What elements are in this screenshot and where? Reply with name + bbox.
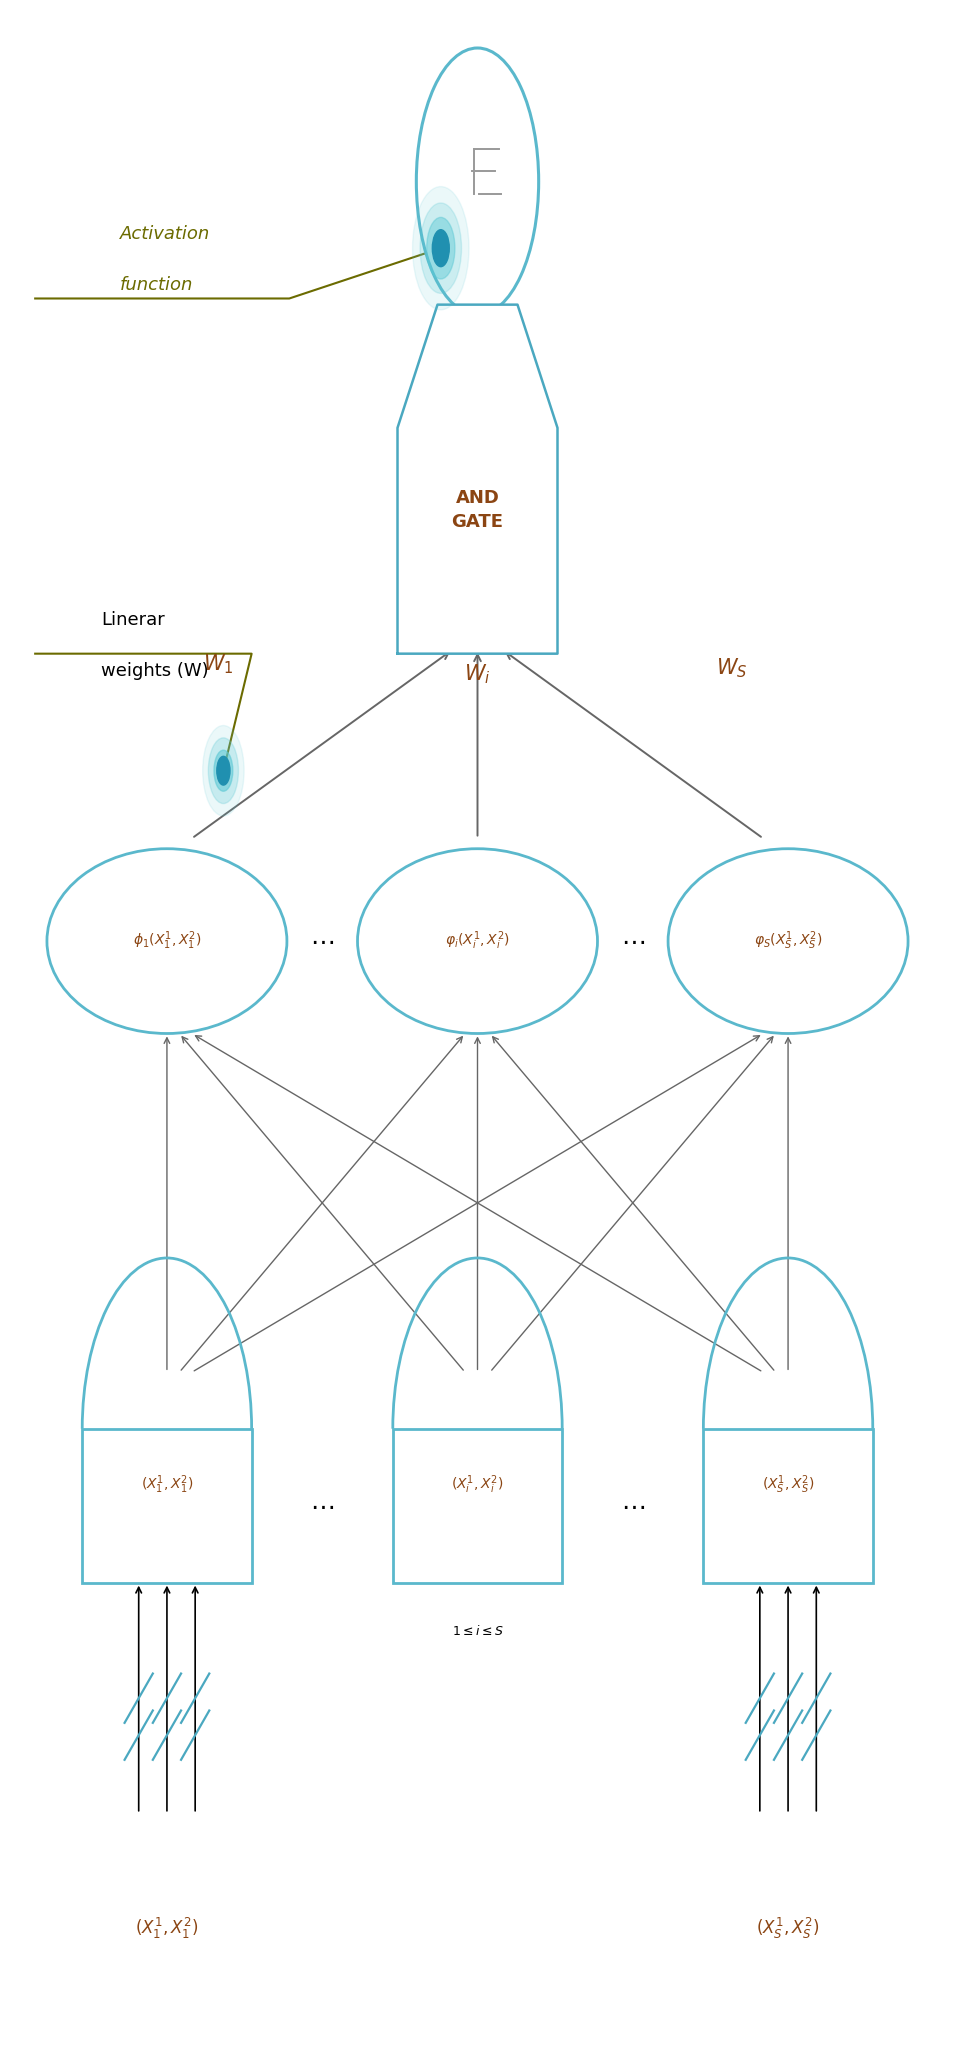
Text: $(X_S^1,X_S^2)$: $(X_S^1,X_S^2)$ bbox=[762, 1474, 815, 1497]
Text: $\cdots$: $\cdots$ bbox=[310, 1494, 334, 1517]
Bar bbox=[704, 1428, 873, 1583]
Text: $W_i$: $W_i$ bbox=[464, 661, 491, 686]
Bar bbox=[393, 1428, 562, 1583]
Text: weights (W): weights (W) bbox=[101, 661, 209, 680]
Text: Activation: Activation bbox=[120, 225, 210, 244]
Text: $(X_1^1,X_1^2)$: $(X_1^1,X_1^2)$ bbox=[140, 1474, 193, 1497]
Text: $(X_i^1,X_i^2)$: $(X_i^1,X_i^2)$ bbox=[451, 1474, 504, 1497]
Text: $W_S$: $W_S$ bbox=[716, 655, 748, 680]
Circle shape bbox=[217, 757, 230, 785]
Ellipse shape bbox=[416, 48, 539, 314]
Ellipse shape bbox=[47, 850, 286, 1034]
Text: $1 \leq i \leq S$: $1 \leq i \leq S$ bbox=[452, 1625, 503, 1637]
Text: Linerar: Linerar bbox=[101, 612, 165, 628]
Circle shape bbox=[202, 726, 244, 816]
Circle shape bbox=[420, 203, 461, 294]
Text: AND
GATE: AND GATE bbox=[452, 490, 503, 531]
Bar bbox=[82, 1428, 251, 1583]
Ellipse shape bbox=[668, 850, 908, 1034]
Text: $\phi_1(X_1^1,X_1^2)$: $\phi_1(X_1^1,X_1^2)$ bbox=[133, 930, 202, 953]
Text: $(X_1^1,X_1^2)$: $(X_1^1,X_1^2)$ bbox=[136, 1916, 199, 1941]
Polygon shape bbox=[397, 304, 558, 653]
Circle shape bbox=[413, 186, 469, 310]
Text: $\varphi_S(X_S^1,X_S^2)$: $\varphi_S(X_S^1,X_S^2)$ bbox=[753, 930, 822, 953]
Text: function: function bbox=[120, 277, 193, 294]
Circle shape bbox=[427, 217, 455, 279]
Text: $(X_S^1,X_S^2)$: $(X_S^1,X_S^2)$ bbox=[756, 1916, 819, 1941]
Circle shape bbox=[433, 229, 449, 267]
Text: $\cdots$: $\cdots$ bbox=[621, 928, 645, 953]
Circle shape bbox=[214, 750, 233, 792]
Text: $W_1$: $W_1$ bbox=[203, 653, 234, 676]
Text: $\cdots$: $\cdots$ bbox=[621, 1494, 645, 1517]
Text: $\mathbf{Y}$: $\mathbf{Y}$ bbox=[461, 68, 494, 110]
Circle shape bbox=[208, 738, 239, 804]
Text: $\varphi_i(X_i^1,X_i^2)$: $\varphi_i(X_i^1,X_i^2)$ bbox=[445, 930, 510, 953]
Ellipse shape bbox=[357, 850, 598, 1034]
Text: $\cdots$: $\cdots$ bbox=[310, 928, 334, 953]
